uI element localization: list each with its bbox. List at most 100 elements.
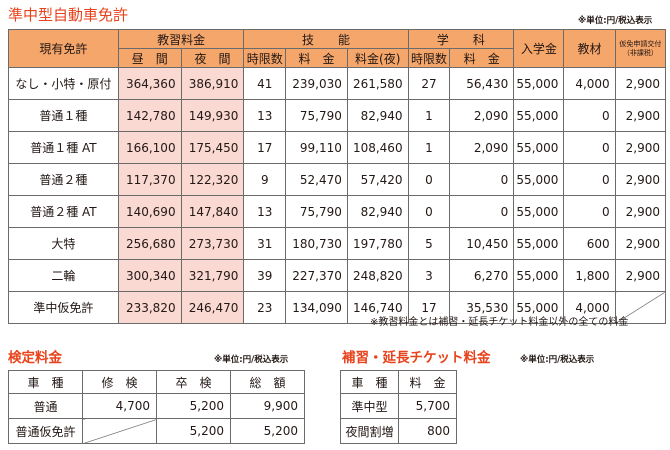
header-academic: 学 科 [407,29,515,49]
night-fee-cell: 321,790 [180,259,245,292]
provisional-fee-cell: 2,900 [614,163,667,196]
inspection-title: 検定料金 [8,350,62,366]
vehicle-type-cell: 夜間割増 [340,418,399,444]
provisional-fee-cell: 2,900 [614,99,667,132]
materials-cell: 1,800 [563,259,616,292]
vehicle-type-cell: 準中型 [340,393,399,419]
header-admission: 入学金 [513,29,565,68]
license-cell: 普通２種 AT [8,195,119,228]
skills-hours-cell: 9 [243,163,287,196]
provisional-fee-empty-cell [614,291,667,324]
unit-note: ※単位:円/税込表示 [578,16,653,26]
materials-cell: 4,000 [563,291,616,324]
academic-hours-cell: 3 [407,259,451,292]
skills-fee-cell: 99,110 [285,131,348,164]
vehicle-type-cell: 普通 [8,393,83,419]
academic-fee-cell: 10,450 [449,227,515,260]
skills-fee-cell: 75,790 [285,99,348,132]
academic-hours-cell: 0 [407,195,451,228]
provisional-fee-cell: 2,900 [614,259,667,292]
night-fee-cell: 122,320 [180,163,245,196]
daytime-fee-cell: 256,680 [117,227,182,260]
graduation-fee-cell: 5,200 [156,393,231,419]
license-cell: 普通１種 [8,99,119,132]
header-graduation-exam: 卒 検 [156,370,231,394]
vehicle-type-cell: 普通仮免許 [8,418,83,444]
skills-fee-night-cell: 197,780 [346,227,409,260]
night-fee-cell: 147,840 [180,195,245,228]
ticket-table: 車 種 料 金 準中型 5,700 夜間割増 800 [340,370,457,444]
night-fee-cell: 386,910 [180,67,245,100]
materials-cell: 0 [563,99,616,132]
license-cell: 普通１種 AT [8,131,119,164]
license-cell: なし・小特・原付 [8,67,119,100]
header-skills: 技 能 [243,29,409,49]
skills-hours-cell: 13 [243,99,287,132]
admission-cell: 55,000 [513,195,565,228]
academic-fee-cell: 2,090 [449,131,515,164]
provisional-fee-cell: 2,900 [614,195,667,228]
license-cell: 大特 [8,227,119,260]
header-provisional-fee: 仮免申請交付 （非課税） [614,29,667,68]
header-skills-fee-night: 料金(夜) [346,48,409,68]
header-skills-hours: 時限数 [243,48,287,68]
header-provisional-line1: 仮免申請交付 [619,39,662,48]
materials-cell: 0 [563,131,616,164]
night-fee-cell: 246,470 [180,291,245,324]
provisional-fee-cell: 2,900 [614,131,667,164]
fee-cell: 800 [398,418,457,444]
admission-cell: 55,000 [513,291,565,324]
skills-fee-cell: 180,730 [285,227,348,260]
header-current-license: 現有免許 [8,29,119,68]
inspection-table: 車 種 修 検 卒 検 総 額 普通 4,700 5,200 9,900 普通仮… [8,370,305,444]
academic-fee-cell: 35,530 [449,291,515,324]
skills-hours-cell: 39 [243,259,287,292]
daytime-fee-cell: 117,370 [117,163,182,196]
table-row: なし・小特・原付 364,360 386,910 41 239,030 261,… [8,67,667,100]
table-row: 普通１種 142,780 149,930 13 75,790 82,940 1 … [8,99,667,132]
academic-hours-cell: 27 [407,67,451,100]
header-night: 夜 間 [180,48,245,68]
header-academic-fee: 料 金 [449,48,515,68]
admission-cell: 55,000 [513,163,565,196]
table-row: 普通 4,700 5,200 9,900 [8,393,305,419]
skills-hours-cell: 17 [243,131,287,164]
academic-fee-cell: 0 [449,195,515,228]
academic-fee-cell: 0 [449,163,515,196]
skills-hours-cell: 31 [243,227,287,260]
materials-cell: 0 [563,195,616,228]
completion-fee-cell: 4,700 [82,393,157,419]
skills-hours-cell: 23 [243,291,287,324]
header-fee: 料 金 [398,370,457,394]
skills-fee-cell: 239,030 [285,67,348,100]
ticket-title: 補習・延長チケット料金 [342,350,491,366]
table-row: 夜間割増 800 [340,418,457,444]
skills-hours-cell: 13 [243,195,287,228]
skills-fee-night-cell: 82,940 [346,99,409,132]
night-fee-cell: 149,930 [180,99,245,132]
materials-cell: 4,000 [563,67,616,100]
total-fee-cell: 5,200 [230,418,305,444]
skills-fee-night-cell: 146,740 [346,291,409,324]
daytime-fee-cell: 142,780 [117,99,182,132]
academic-fee-cell: 2,090 [449,99,515,132]
header-vehicle-type: 車 種 [8,370,83,394]
daytime-fee-cell: 140,690 [117,195,182,228]
skills-fee-night-cell: 82,940 [346,195,409,228]
admission-cell: 55,000 [513,227,565,260]
table-row: 普通１種 AT 166,100 175,450 17 99,110 108,46… [8,131,667,164]
materials-cell: 0 [563,163,616,196]
table-row: 普通２種 117,370 122,320 9 52,470 57,420 0 0… [8,163,667,196]
skills-fee-night-cell: 248,820 [346,259,409,292]
header-tuition: 教習料金 [117,29,245,49]
table-row: 普通２種 AT 140,690 147,840 13 75,790 82,940… [8,195,667,228]
ticket-unit-note: ※単位:円/税込表示 [520,355,595,365]
admission-cell: 55,000 [513,67,565,100]
academic-hours-cell: 1 [407,131,451,164]
license-cell: 普通２種 [8,163,119,196]
header-completion-exam: 修 検 [82,370,157,394]
skills-hours-cell: 41 [243,67,287,100]
daytime-fee-cell: 166,100 [117,131,182,164]
tuition-table: 現有免許 教習料金 技 能 学 科 入学金 教材 仮免申請交付 （非課税） 昼 … [8,29,667,324]
graduation-fee-cell: 5,200 [156,418,231,444]
